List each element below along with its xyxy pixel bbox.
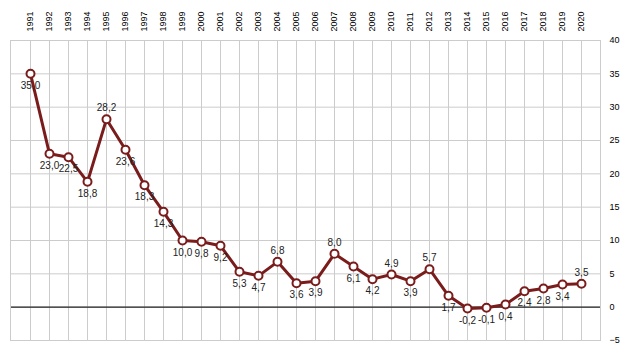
svg-text:2011: 2011 <box>405 12 415 31</box>
svg-text:23,6: 23,6 <box>116 156 136 167</box>
svg-text:3,4: 3,4 <box>556 291 570 302</box>
svg-text:2013: 2013 <box>443 11 453 31</box>
svg-text:2001: 2001 <box>215 11 225 31</box>
svg-text:8,0: 8,0 <box>328 237 342 248</box>
svg-text:5,3: 5,3 <box>233 278 247 289</box>
svg-text:28,2: 28,2 <box>97 102 117 113</box>
svg-text:2014: 2014 <box>462 11 472 31</box>
svg-text:10,0: 10,0 <box>173 247 193 258</box>
svg-text:2009: 2009 <box>367 11 377 31</box>
svg-text:3,9: 3,9 <box>404 287 418 298</box>
svg-text:4,9: 4,9 <box>385 258 399 269</box>
svg-text:18,8: 18,8 <box>78 188 98 199</box>
svg-text:35,0: 35,0 <box>21 80 41 91</box>
svg-text:1,7: 1,7 <box>442 302 456 313</box>
svg-text:1991: 1991 <box>25 11 35 31</box>
svg-text:2010: 2010 <box>386 11 396 31</box>
svg-text:1997: 1997 <box>139 11 149 31</box>
svg-text:1995: 1995 <box>101 11 111 31</box>
svg-text:9,8: 9,8 <box>195 248 209 259</box>
svg-text:35: 35 <box>610 69 620 79</box>
svg-text:2018: 2018 <box>538 11 548 31</box>
svg-text:9,2: 9,2 <box>214 252 228 263</box>
svg-text:2012: 2012 <box>424 11 434 31</box>
svg-text:22,5: 22,5 <box>59 163 79 174</box>
svg-text:-0,1: -0,1 <box>478 314 496 325</box>
svg-text:15: 15 <box>610 202 620 212</box>
svg-text:10: 10 <box>610 235 620 245</box>
svg-text:2,8: 2,8 <box>537 295 551 306</box>
svg-text:40: 40 <box>610 35 620 45</box>
svg-text:2007: 2007 <box>329 11 339 31</box>
svg-text:0,4: 0,4 <box>499 311 513 322</box>
svg-text:6,1: 6,1 <box>347 273 361 284</box>
svg-text:2000: 2000 <box>196 11 206 31</box>
svg-text:14,3: 14,3 <box>154 218 174 229</box>
svg-text:1994: 1994 <box>82 11 92 31</box>
svg-text:2003: 2003 <box>253 11 263 31</box>
svg-text:3,6: 3,6 <box>290 289 304 300</box>
svg-text:2004: 2004 <box>272 11 282 31</box>
svg-text:25: 25 <box>610 135 620 145</box>
svg-text:5,7: 5,7 <box>423 252 437 263</box>
svg-text:2020: 2020 <box>576 11 586 31</box>
svg-text:5: 5 <box>610 269 615 279</box>
svg-text:0: 0 <box>610 302 615 312</box>
svg-text:2005: 2005 <box>291 11 301 31</box>
svg-text:6,8: 6,8 <box>271 245 285 256</box>
svg-text:2,4: 2,4 <box>518 297 532 308</box>
svg-text:1999: 1999 <box>177 11 187 31</box>
svg-text:20: 20 <box>610 169 620 179</box>
svg-text:2016: 2016 <box>500 11 510 31</box>
svg-text:2019: 2019 <box>557 11 567 31</box>
svg-text:1992: 1992 <box>44 11 54 31</box>
svg-text:18,3: 18,3 <box>135 191 155 202</box>
svg-text:1993: 1993 <box>63 11 73 31</box>
svg-text:2015: 2015 <box>481 11 491 31</box>
svg-text:2002: 2002 <box>234 11 244 31</box>
svg-text:2006: 2006 <box>310 11 320 31</box>
svg-text:23,0: 23,0 <box>40 160 60 171</box>
svg-text:4,2: 4,2 <box>366 285 380 296</box>
svg-text:1996: 1996 <box>120 11 130 31</box>
svg-text:−5: −5 <box>610 335 620 345</box>
svg-text:2017: 2017 <box>519 11 529 31</box>
svg-text:-0,2: -0,2 <box>459 315 477 326</box>
svg-text:2008: 2008 <box>348 11 358 31</box>
svg-text:30: 30 <box>610 102 620 112</box>
svg-text:1998: 1998 <box>158 11 168 31</box>
svg-text:4,7: 4,7 <box>252 282 266 293</box>
svg-text:3,9: 3,9 <box>309 287 323 298</box>
svg-text:3,5: 3,5 <box>575 267 589 278</box>
